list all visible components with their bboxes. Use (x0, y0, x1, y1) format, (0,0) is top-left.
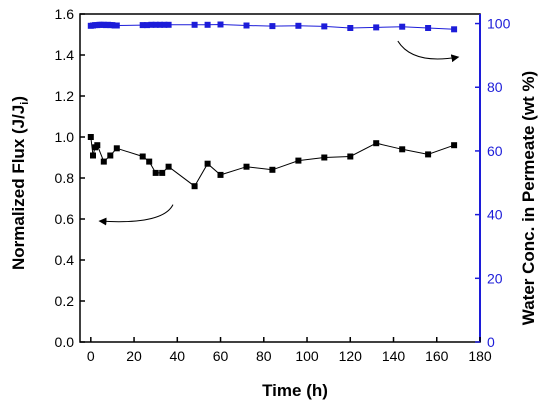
water-data-point (217, 21, 224, 28)
right-y-tick-label: 100 (487, 16, 511, 32)
water-data-point (399, 23, 406, 30)
flux-data-point (399, 146, 406, 153)
water-data-point (295, 22, 302, 29)
water-data-point (425, 25, 432, 31)
flux-data-point (159, 169, 166, 176)
right-y-tick-label: 40 (487, 207, 503, 223)
x-tick-label: 160 (425, 348, 449, 364)
x-tick-label: 60 (213, 348, 229, 364)
x-tick-label: 120 (339, 348, 363, 364)
flux-data-point (113, 145, 120, 152)
right-y-tick-label: 0 (487, 334, 495, 350)
flux-data-point (165, 163, 172, 170)
x-tick-label: 20 (126, 348, 142, 364)
water-data-point (148, 21, 155, 28)
water-data-point (269, 23, 276, 30)
right-y-axis-title: Water Conc. in Permeate (wt %) (519, 71, 538, 325)
flux-data-point (146, 158, 153, 165)
flux-data-point (243, 163, 250, 170)
flux-data-point (321, 154, 328, 161)
x-tick-label: 40 (170, 348, 186, 364)
x-tick-label: 0 (87, 348, 95, 364)
left-y-tick-label: 0.2 (55, 293, 75, 309)
x-axis-title: Time (h) (262, 381, 328, 400)
water-data-point (347, 25, 354, 31)
water-data-point (165, 21, 172, 28)
flux-data-point (90, 152, 96, 159)
flux-data-point (87, 134, 94, 140)
plot-frame (79, 13, 481, 343)
left-y-tick-label: 0.4 (55, 252, 75, 268)
flux-data-point (373, 140, 380, 147)
water-data-point (373, 24, 380, 31)
water-data-point (161, 21, 168, 28)
water-data-point (144, 22, 150, 29)
annotations (98, 40, 460, 226)
flux-data-point (217, 171, 224, 178)
right-y-tick-label: 60 (487, 143, 503, 159)
left-y-tick-label: 1.0 (55, 129, 75, 145)
left-y-tick-label: 1.6 (55, 6, 75, 22)
left-y-axis: 0.0 0.2 0.4 0.6 0.8 1.0 1.2 1.4 1.6 (55, 6, 85, 350)
x-tick-label: 140 (382, 348, 406, 364)
water-data-point (243, 22, 250, 29)
water-data-point (204, 21, 211, 28)
flux-data-point (191, 183, 198, 190)
right-y-axis: 0 20 40 60 80 100 (475, 16, 511, 350)
left-y-tick-label: 1.4 (55, 47, 75, 63)
right-y-tick-label: 80 (487, 79, 503, 95)
water-data-point (451, 26, 458, 33)
x-tick-label: 180 (468, 348, 492, 364)
x-tick-label: 100 (295, 348, 319, 364)
flux-series-line (90, 136, 455, 187)
water-data-point (152, 21, 159, 28)
left-y-axis-title-close: ) (9, 96, 28, 102)
flux-data-point (347, 153, 354, 160)
water-data-point (113, 22, 120, 29)
x-tick-label: 80 (256, 348, 272, 364)
left-y-axis-title: Normalized Flux (J/Ji) (9, 96, 31, 270)
flux-data-point (204, 160, 211, 167)
left-y-tick-label: 0.8 (55, 170, 75, 186)
water-data-point (157, 21, 163, 28)
left-y-tick-label: 1.2 (55, 88, 75, 104)
left-axis-pointer-arrow (98, 204, 174, 226)
left-y-axis-title-main: Normalized Flux (J/J (9, 105, 28, 270)
flux-data-point (107, 152, 114, 159)
water-data-point (191, 21, 198, 28)
flux-data-point (94, 142, 101, 149)
right-y-tick-label: 20 (487, 270, 503, 286)
flux-data-point (425, 151, 432, 158)
flux-data-point (295, 157, 302, 164)
flux-data-point (100, 158, 107, 165)
left-y-tick-label: 0.0 (55, 334, 75, 350)
right-axis-pointer-arrow (397, 40, 460, 63)
flux-data-point (152, 169, 159, 176)
water-data-point (139, 22, 146, 29)
left-y-tick-label: 0.6 (55, 211, 75, 227)
flux-data-point (139, 153, 146, 160)
x-axis: 0 20 40 60 80 100 120 140 160 180 (87, 337, 492, 364)
left-y-axis-title-subscript: i (19, 102, 31, 105)
flux-data-point (269, 166, 276, 173)
flux-data-point (451, 142, 458, 149)
water-data-point (321, 23, 328, 30)
